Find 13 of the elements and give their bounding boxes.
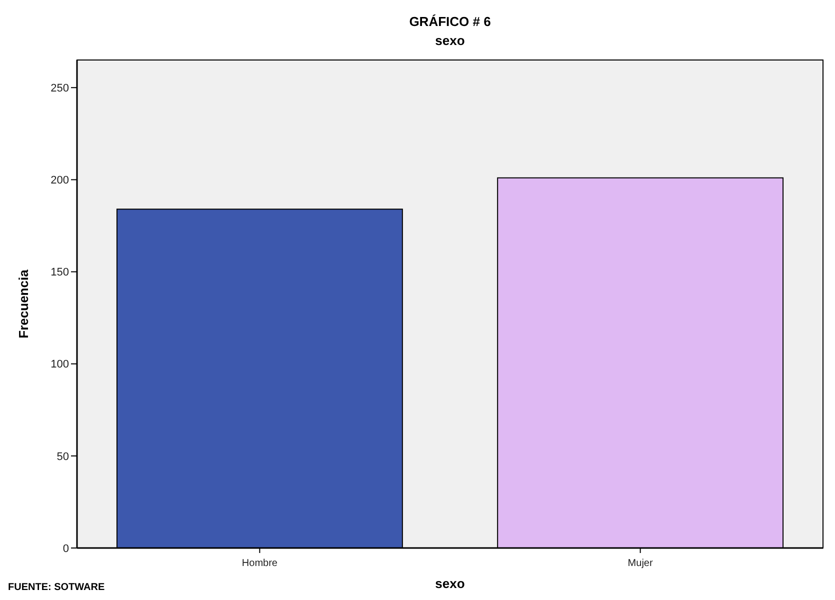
chart-title: GRÁFICO # 6 (409, 14, 491, 29)
y-axis-title: Frecuencia (16, 268, 31, 338)
y-tick-label: 0 (62, 542, 69, 555)
x-tick-label: Hombre (242, 558, 278, 569)
source-note: FUENTE: SOTWARE (8, 582, 105, 593)
y-tick-label: 200 (50, 174, 69, 187)
y-tick-label: 100 (50, 358, 69, 371)
x-axis-title: sexo (435, 576, 465, 591)
y-tick-label: 50 (56, 450, 69, 463)
y-tick-label: 250 (50, 82, 69, 94)
chart-subtitle: sexo (435, 33, 465, 48)
x-tick-label: Mujer (628, 558, 654, 569)
y-tick-label: 150 (50, 266, 69, 279)
